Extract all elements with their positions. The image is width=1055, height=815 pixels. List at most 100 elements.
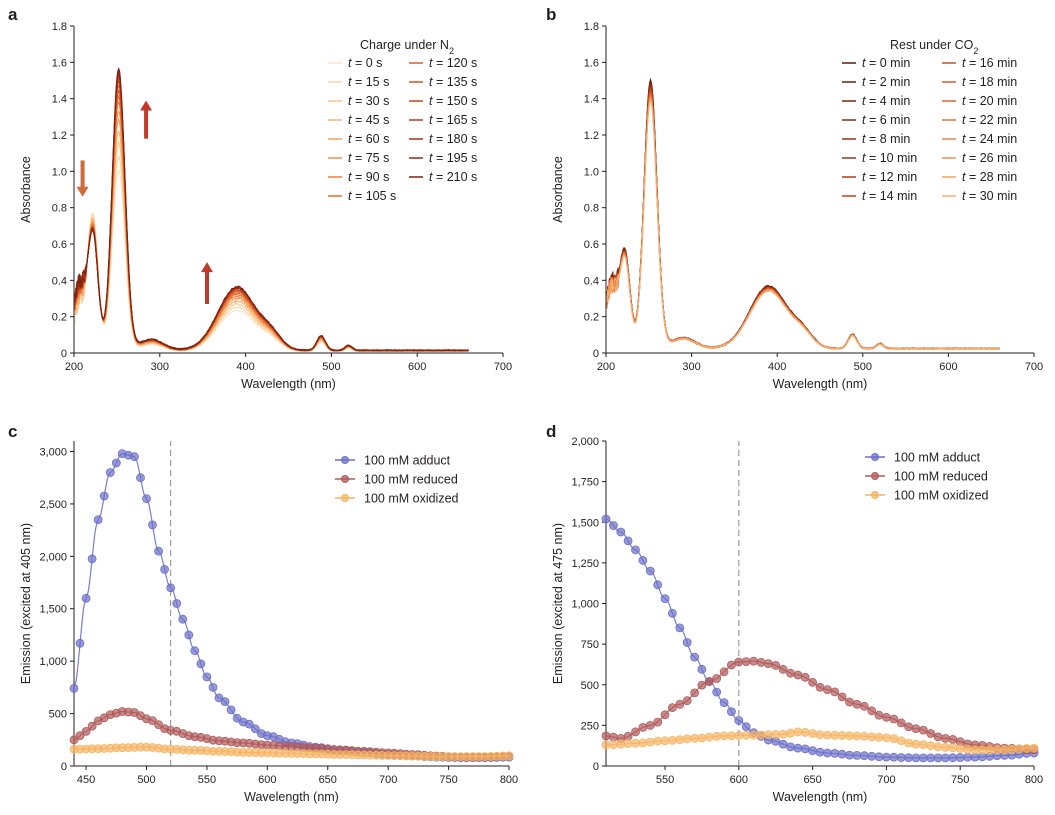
a-legend-t: t <box>348 151 355 165</box>
a-y-tick-label: 0.2 <box>52 312 67 324</box>
d-y-tick-label: 1,250 <box>571 558 599 570</box>
d-data-point <box>918 725 928 735</box>
a-x-tick-label: 700 <box>494 361 512 373</box>
c-x-axis-label: Wavelength (nm) <box>244 790 339 804</box>
a-legend-label: t = 30 s <box>348 94 389 108</box>
a-legend-title-sub: 2 <box>449 46 454 56</box>
a-legend-label: t = 135 s <box>429 75 477 89</box>
a-spectrum-line <box>74 84 470 352</box>
d-data-point <box>668 736 677 745</box>
a-legend-t: t <box>429 94 436 108</box>
b-spectrum-line <box>606 79 1001 350</box>
d-data-point <box>896 718 906 728</box>
d-data-point <box>609 740 618 749</box>
d-data-point <box>896 736 906 746</box>
c-data-point <box>208 683 218 692</box>
b-x-tick-label: 700 <box>1025 361 1043 373</box>
d-data-point <box>778 729 788 739</box>
d-data-point <box>896 753 906 762</box>
a-y-tick-label: 1.6 <box>52 57 67 69</box>
d-data-point <box>918 740 928 749</box>
d-data-point <box>763 659 773 668</box>
d-data-point <box>867 732 877 742</box>
d-data-point <box>668 608 677 618</box>
b-legend-label: t = 26 min <box>962 151 1017 165</box>
b-legend-label: t = 22 min <box>962 113 1017 127</box>
d-data-point <box>645 566 655 576</box>
d-data-point <box>963 745 972 754</box>
b-x-tick-label: 300 <box>682 361 700 373</box>
d-data-point <box>889 752 899 762</box>
b-legend-t: t <box>862 113 869 127</box>
c-y-tick-label: 1,500 <box>39 604 67 616</box>
d-data-point <box>1029 743 1039 753</box>
a-arrow-head <box>76 186 89 197</box>
d-x-tick-label: 600 <box>730 774 748 786</box>
d-data-point <box>948 735 958 744</box>
d-y-axis-label: Emission (excited at 475 nm) <box>551 523 565 684</box>
d-data-point <box>749 656 758 666</box>
c-data-point <box>160 565 170 574</box>
b-legend-value: = 18 min <box>969 75 1017 89</box>
d-data-point <box>837 731 847 740</box>
d-data-point <box>845 697 854 707</box>
panel-c-label: c <box>8 422 17 441</box>
d-data-point <box>852 751 862 760</box>
d-data-point <box>623 739 633 748</box>
b-y-axis-label: Absorbance <box>551 156 565 223</box>
d-data-point <box>704 677 714 686</box>
a-legend-label: t = 195 s <box>429 151 477 165</box>
b-y-tick-label: 1.8 <box>584 21 599 33</box>
d-data-point <box>955 744 965 753</box>
d-data-point <box>697 664 707 674</box>
b-x-axis-label: Wavelength (nm) <box>773 377 868 391</box>
d-data-point <box>882 752 891 762</box>
c-x-tick-label: 650 <box>319 774 337 786</box>
d-data-point <box>631 545 640 555</box>
d-y-tick-label: 2,000 <box>571 436 599 448</box>
c-data-point <box>166 583 176 593</box>
c-legend-label: 100 mM adduct <box>364 454 451 468</box>
d-data-point <box>638 738 648 748</box>
b-spectrum-line <box>606 91 1001 350</box>
d-data-point <box>645 737 655 747</box>
d-y-tick-label: 0 <box>593 761 599 773</box>
d-data-point <box>852 699 862 709</box>
b-legend-t: t <box>962 151 969 165</box>
d-data-point <box>778 739 788 749</box>
a-legend-value: = 75 s <box>355 151 389 165</box>
a-legend-value: = 15 s <box>355 75 389 89</box>
d-data-point <box>690 652 699 662</box>
a-legend-value: = 90 s <box>355 170 389 184</box>
b-legend-label: t = 18 min <box>962 75 1017 89</box>
d-data-point <box>734 731 744 740</box>
c-data-point <box>148 520 157 530</box>
c-legend-marker <box>341 456 349 464</box>
d-data-point <box>727 731 736 741</box>
a-legend-t: t <box>429 75 436 89</box>
a-legend-label: t = 210 s <box>429 170 477 184</box>
d-x-tick-label: 800 <box>1025 774 1043 786</box>
d-data-point <box>719 698 729 707</box>
d-data-point <box>815 730 825 739</box>
d-data-point <box>741 730 751 740</box>
d-data-point <box>830 749 840 758</box>
d-data-point <box>823 685 832 694</box>
b-y-tick-label: 1.2 <box>584 130 599 142</box>
b-x-tick-label: 500 <box>854 361 872 373</box>
b-legend-label: t = 10 min <box>862 151 917 165</box>
b-legend-title: Rest under CO2 <box>890 38 978 56</box>
a-spectrum-line <box>74 68 469 352</box>
d-data-point <box>690 688 699 698</box>
b-legend-value: = 12 min <box>869 170 917 184</box>
c-legend-label: 100 mM reduced <box>364 473 458 487</box>
panel-b-label: b <box>546 5 556 24</box>
b-legend-t: t <box>862 132 869 146</box>
d-data-point <box>911 724 921 733</box>
d-data-point <box>911 739 921 749</box>
d-data-point <box>682 734 692 744</box>
a-x-tick-label: 200 <box>65 361 83 373</box>
d-data-point <box>874 710 884 720</box>
b-legend-label: t = 8 min <box>862 132 910 146</box>
